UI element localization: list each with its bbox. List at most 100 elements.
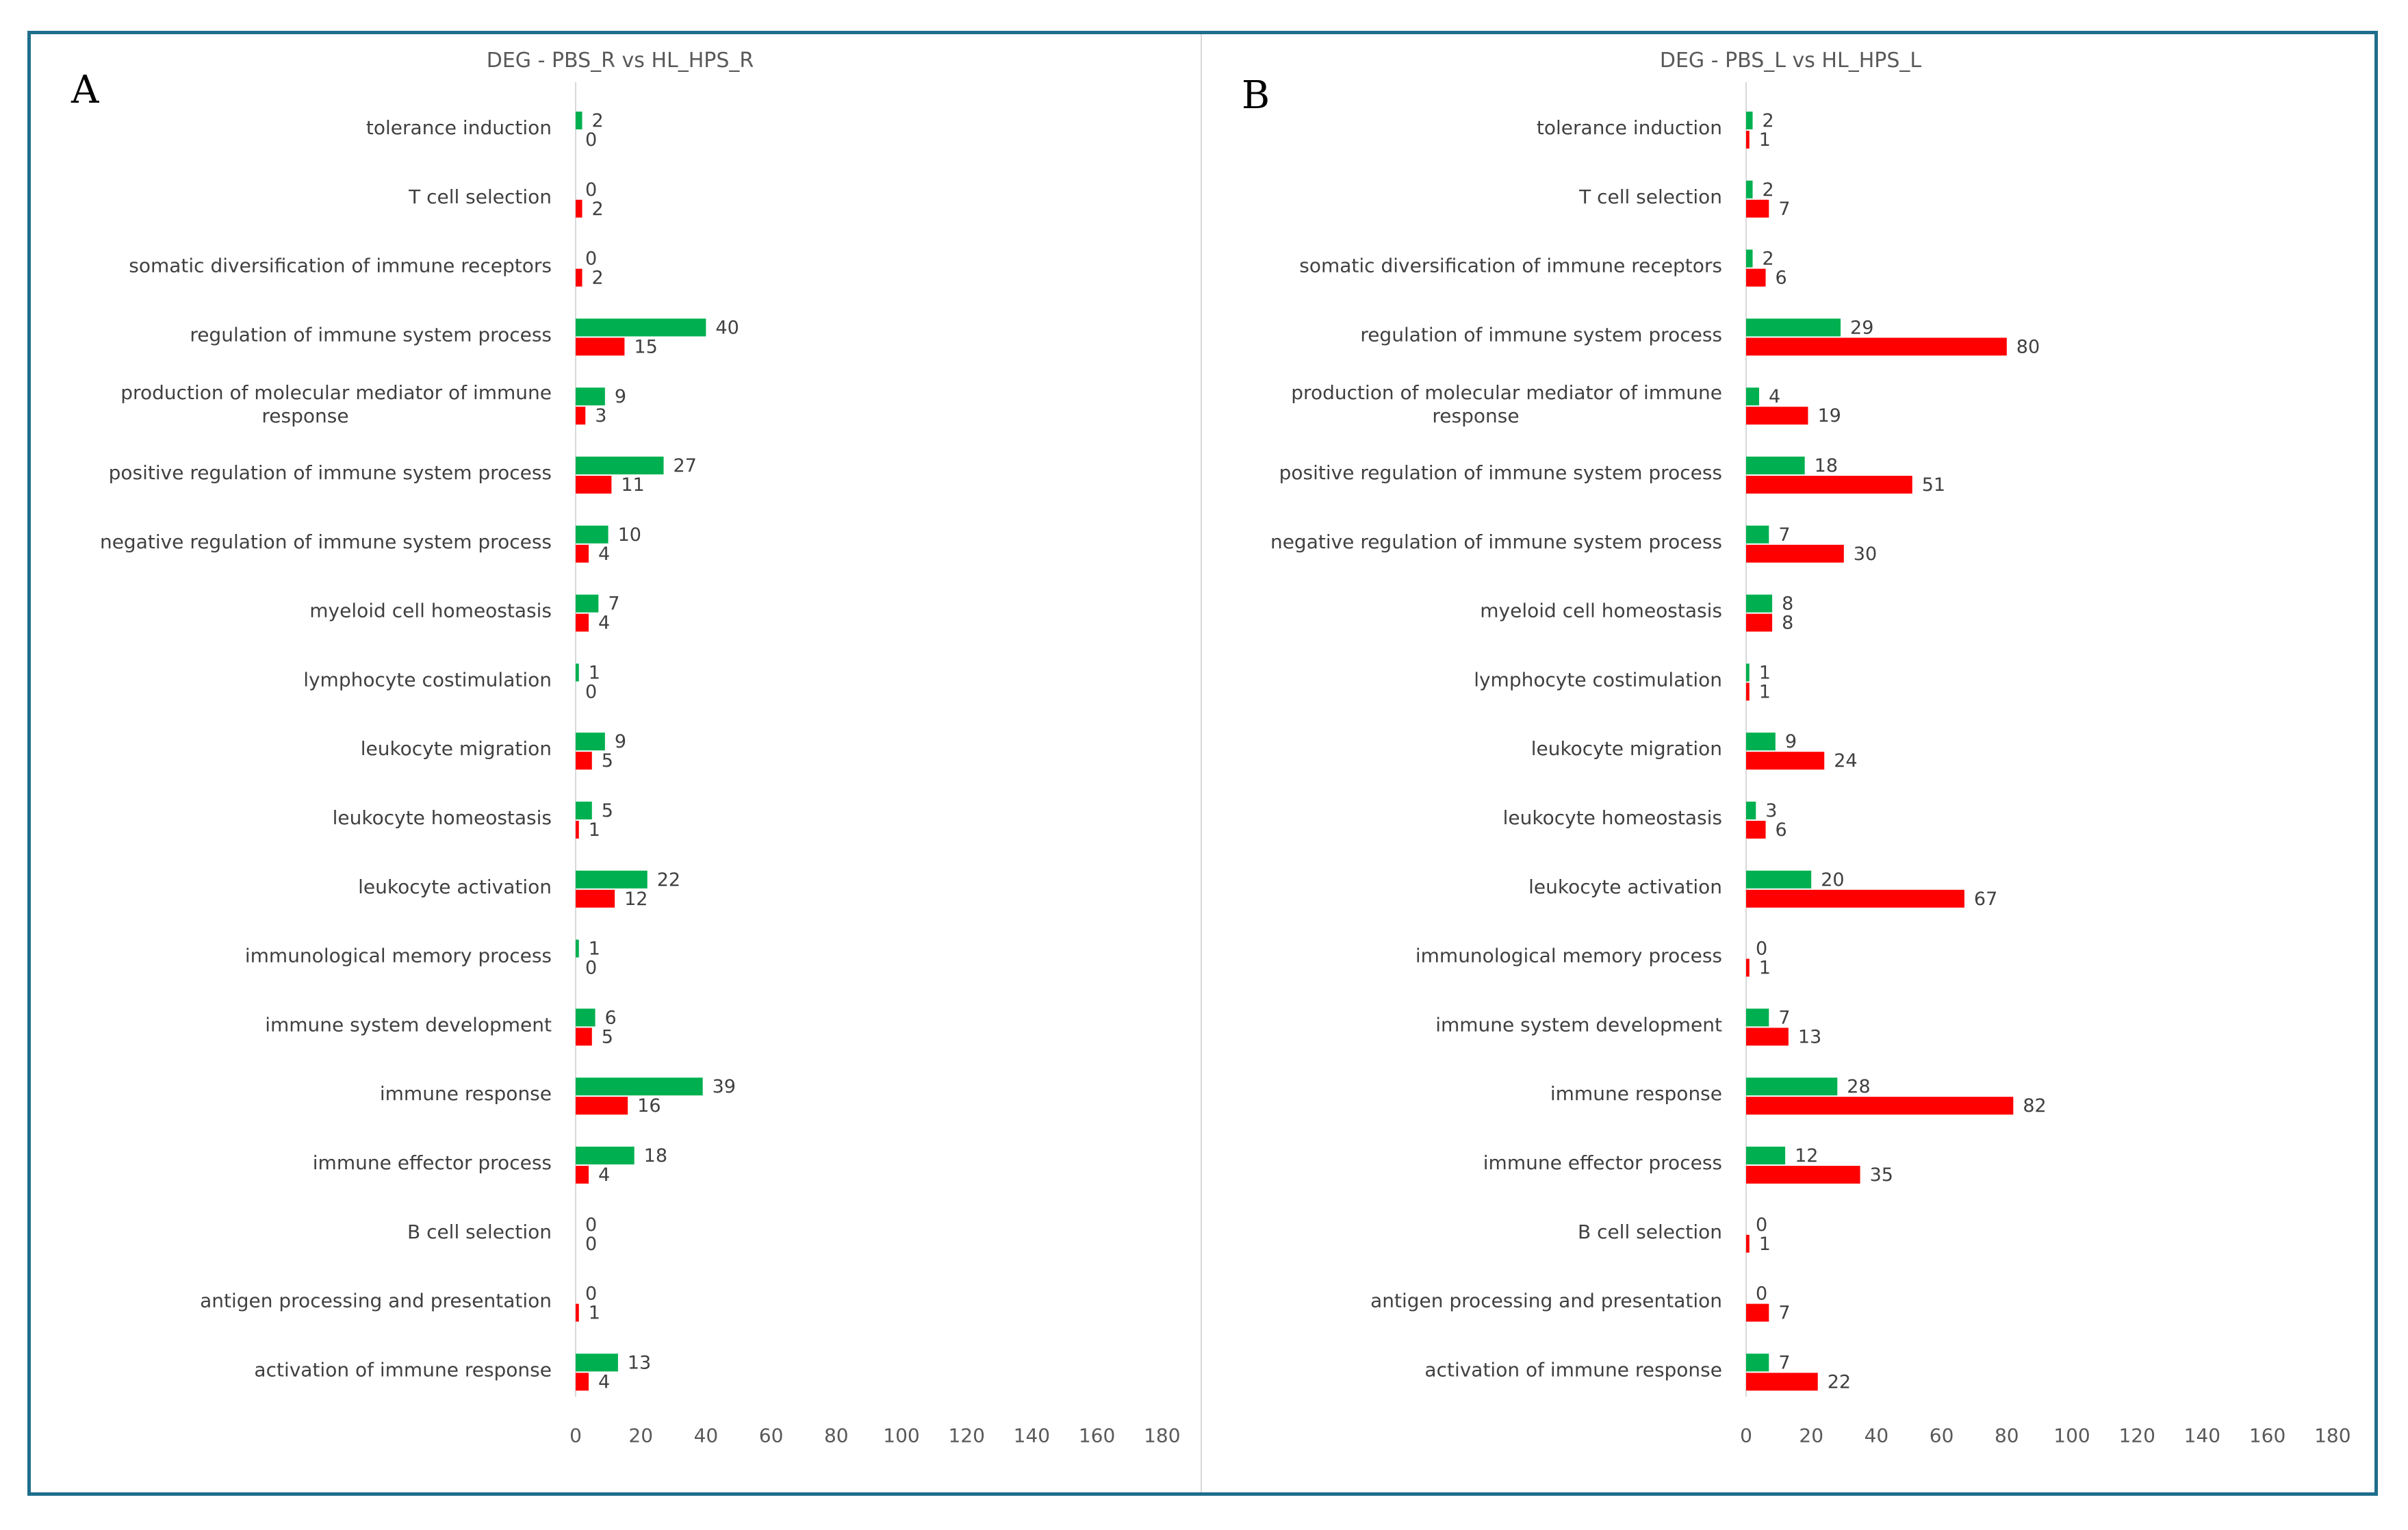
value-label-down: 7 [608,594,619,615]
bar-down [1746,525,1769,544]
value-label-down: 12 [1795,1145,1818,1166]
value-label-down: 1 [589,662,600,683]
bar-up [576,613,589,632]
bar-down [1746,1353,1769,1372]
value-label-down: 9 [615,386,626,407]
value-label-up: 4 [598,544,610,565]
value-label-up: 0 [585,958,597,979]
value-label-down: 22 [657,869,680,891]
x-tick-label: 140 [1014,1424,1050,1446]
x-tick-label: 120 [948,1424,984,1446]
x-tick-label: 40 [1865,1424,1889,1446]
category-label: positive regulation of immune system pro… [1279,461,1722,484]
bar-up [1746,1097,2014,1115]
bar-down [1746,802,1756,819]
x-tick-label: 100 [2053,1424,2090,1446]
bar-up [1746,889,1964,908]
value-label-up: 22 [1828,1371,1851,1392]
x-tick-label: 180 [1144,1424,1180,1446]
bar-down [576,457,664,474]
category-label: myeloid cell homeostasis [1480,600,1722,622]
value-label-down: 0 [1756,1214,1767,1236]
category-label: leukocyte activation [1528,876,1722,898]
value-label-up: 19 [1817,405,1841,426]
value-label-down: 2 [1763,110,1774,131]
category-label: T cell selection [1578,186,1722,208]
bar-up [1746,199,1769,218]
value-label-down: 5 [602,800,613,821]
bar-down [1746,663,1750,682]
category-label: myeloid cell homeostasis [309,600,552,622]
x-tick-label: 60 [759,1424,784,1446]
value-label-up: 51 [1922,474,1945,496]
bar-down [1746,732,1776,751]
bar-up [576,268,582,287]
value-label-up: 35 [1870,1164,1893,1186]
bar-up [576,1303,579,1322]
category-label: immune effector process [313,1151,552,1174]
value-label-up: 11 [621,474,644,496]
category-label: leukocyte activation [358,876,552,898]
bar-up [576,1028,592,1046]
bar-up [576,337,625,356]
bar-up [576,752,592,770]
category-label: activation of immune response [1424,1358,1722,1381]
bar-up [576,544,589,563]
value-label-up: 8 [1782,613,1793,634]
value-label-up: 4 [598,1164,610,1186]
category-label: production of molecular mediator of immu… [1291,381,1722,404]
bar-down [576,112,582,129]
bar-down [1746,1078,1838,1096]
value-label-down: 7 [1778,524,1790,546]
bar-down [1746,249,1753,268]
value-label-up: 1 [1759,958,1771,979]
value-label-down: 4 [1769,386,1780,407]
value-label-down: 7 [1778,1007,1790,1028]
bar-up [1746,1373,1818,1391]
value-label-down: 40 [715,317,739,338]
bar-down [1746,594,1773,613]
bar-down [576,318,706,337]
category-label-line2: response [1432,405,1519,427]
value-label-down: 10 [618,524,641,546]
bar-up [576,1097,628,1115]
x-tick-label: 80 [1995,1424,2019,1446]
chart-panel-b: B DEG - PBS_L vs HL_HPS_L tolerance indu… [1242,49,2351,1446]
value-label-down: 9 [615,731,626,752]
value-label-up: 30 [1854,544,1877,565]
bar-up [576,1166,589,1184]
category-label: B cell selection [1578,1221,1722,1243]
bar-up [1746,337,2007,356]
value-label-up: 12 [624,889,648,910]
value-label-up: 7 [1778,199,1790,220]
category-label: T cell selection [408,186,552,208]
bar-up [1746,1234,1750,1253]
bar-up [1746,544,1844,563]
bar-up [1746,407,1808,425]
value-label-down: 18 [644,1145,667,1166]
x-tick-label: 160 [1079,1424,1115,1446]
category-label: regulation of immune system process [190,323,552,346]
bar-down [576,802,592,819]
value-label-down: 0 [585,179,597,201]
bar-down [576,387,605,406]
bar-up [576,476,612,494]
value-label-down: 20 [1821,869,1844,891]
x-tick-label: 100 [883,1424,919,1446]
bar-up [1746,613,1773,632]
value-label-down: 7 [1778,1352,1790,1373]
bar-up [1746,1166,1860,1184]
value-label-up: 6 [1776,819,1787,841]
value-label-up: 80 [2016,336,2040,357]
value-label-down: 27 [674,455,697,476]
bar-down [1746,112,1753,129]
value-label-down: 1 [1759,662,1771,683]
value-label-down: 18 [1815,455,1838,476]
value-label-up: 24 [1834,750,1857,772]
category-label: leukocyte migration [1531,737,1722,760]
bar-up [1746,958,1750,977]
value-label-up: 82 [2023,1095,2046,1117]
category-label: tolerance induction [1537,116,1722,139]
chart-panel-a: A DEG - PBS_R vs HL_HPS_R tolerance indu… [71,49,1181,1446]
category-label: antigen processing and presentation [200,1290,552,1312]
